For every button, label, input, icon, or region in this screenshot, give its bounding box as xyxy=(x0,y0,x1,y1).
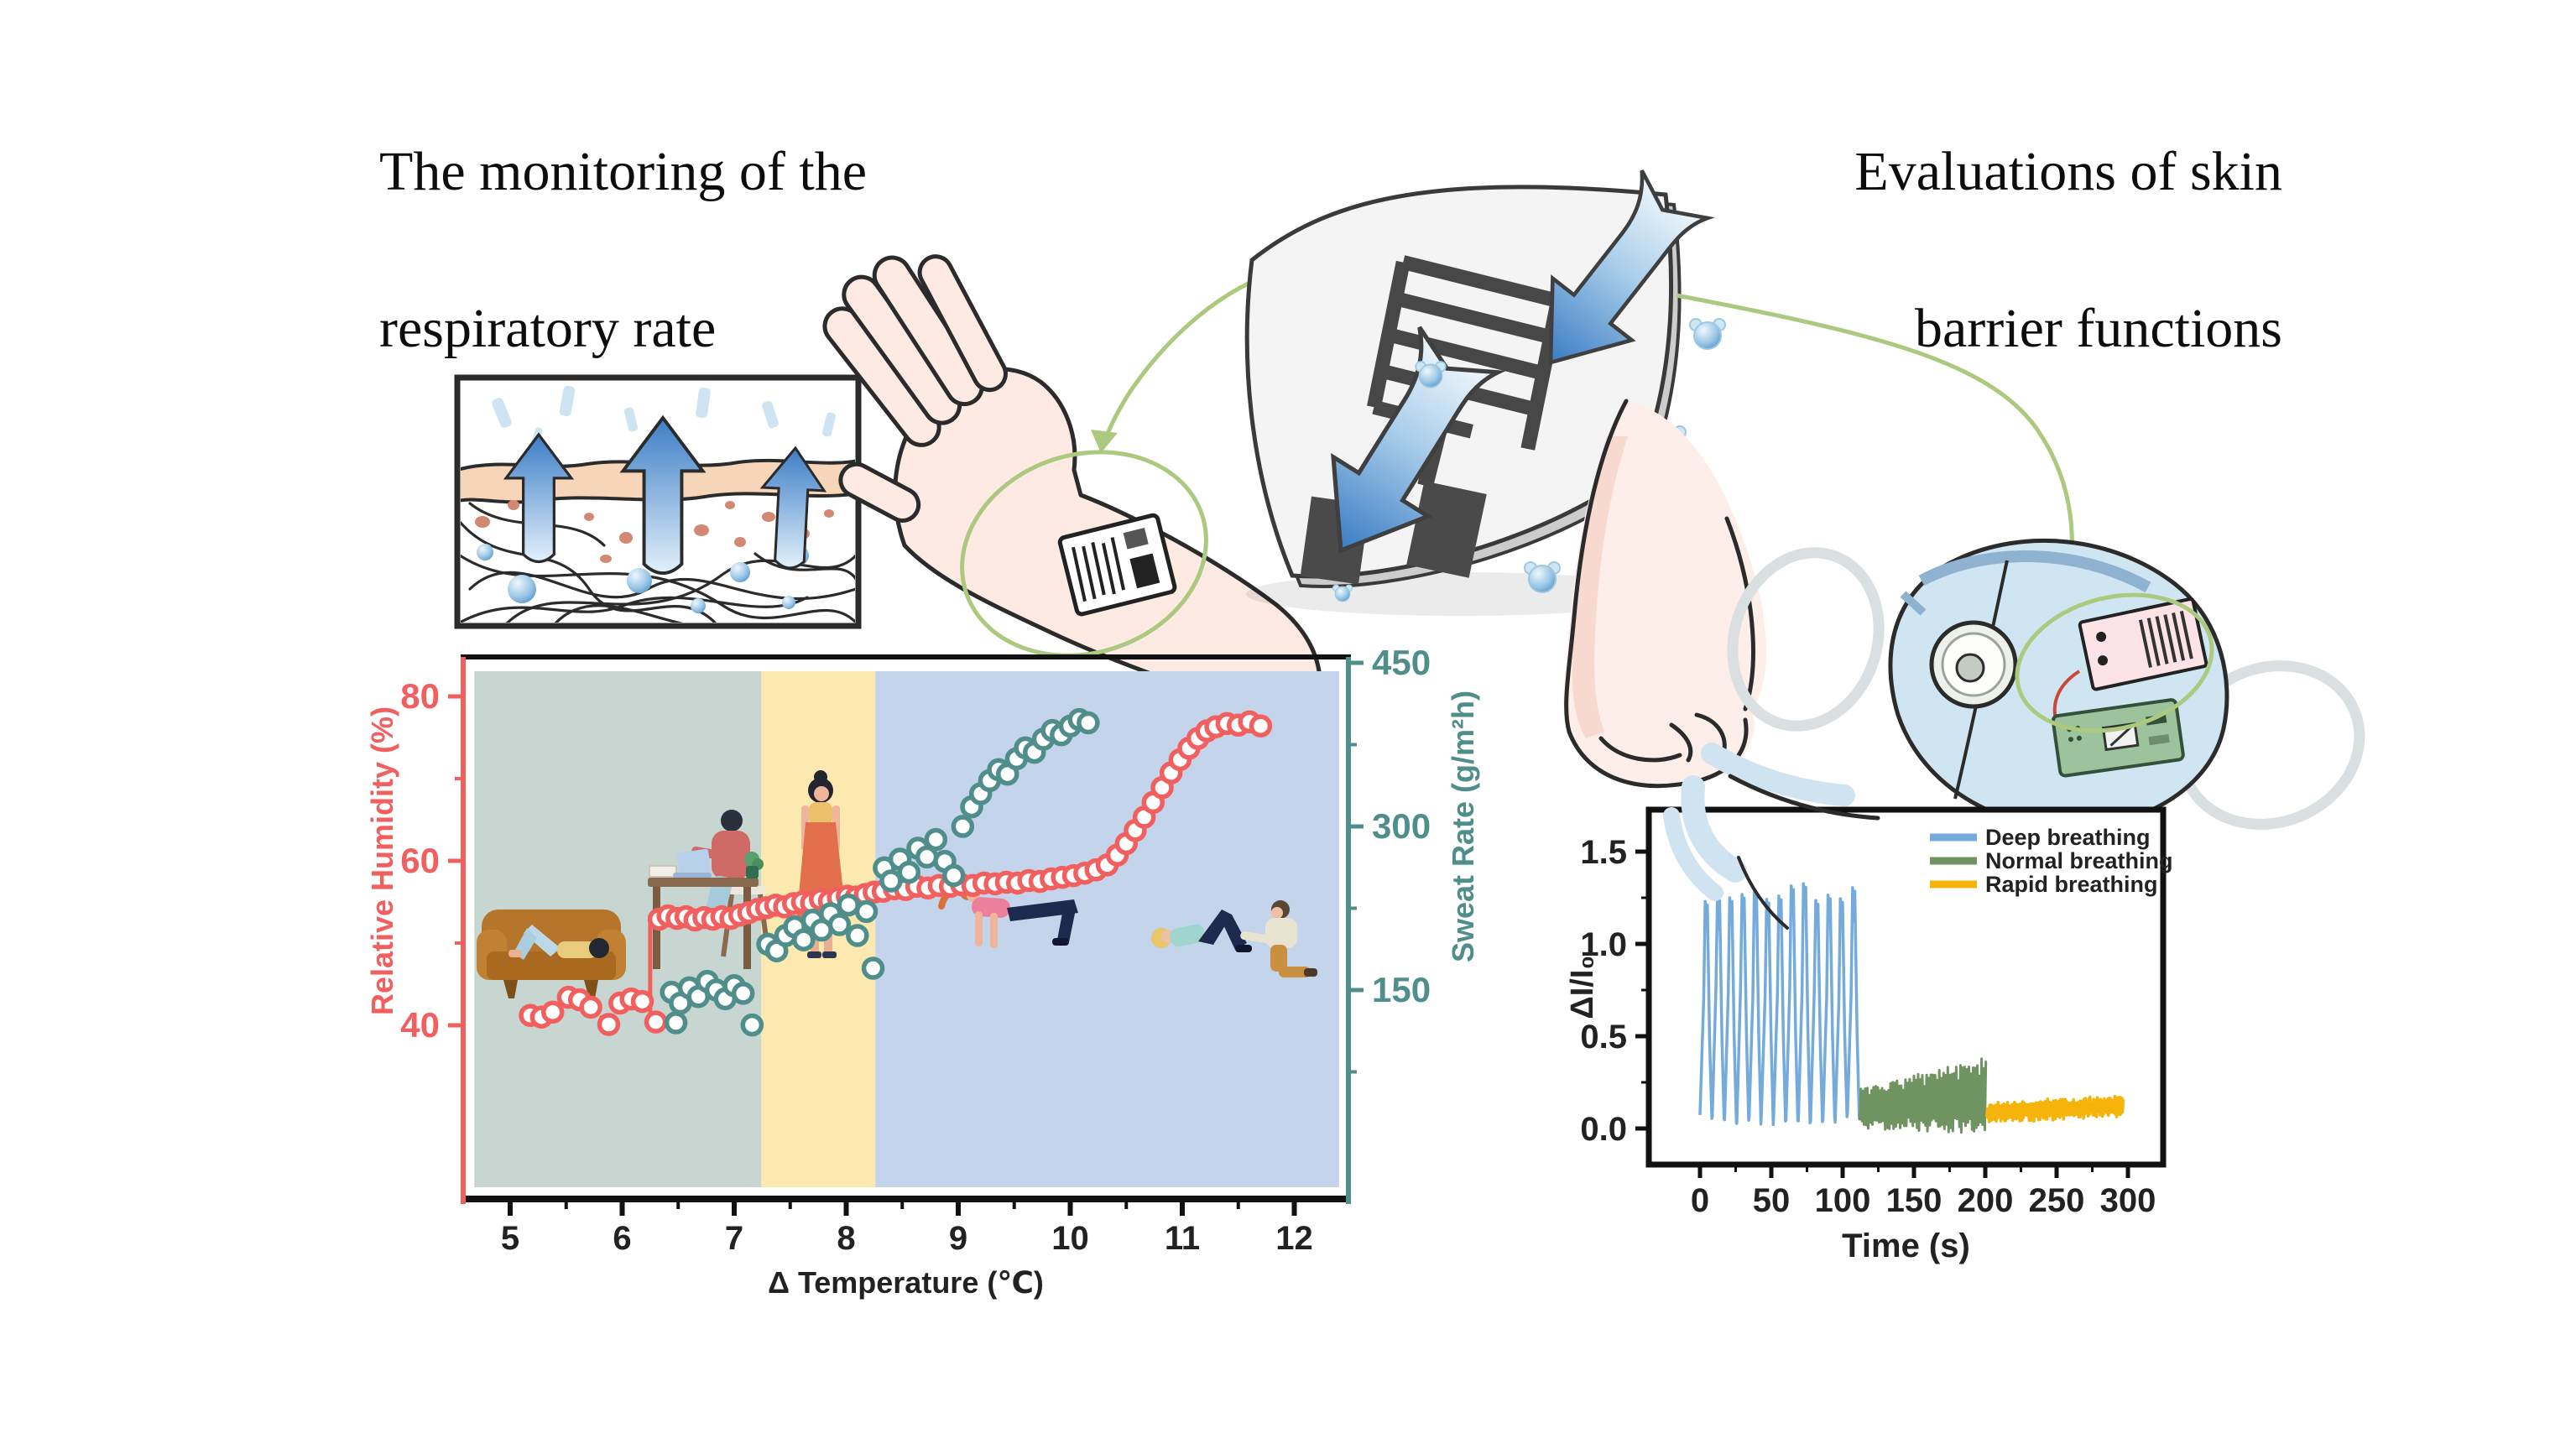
y-left-tick-label: 40 xyxy=(400,1005,440,1045)
signal-tick-label: 1.0 xyxy=(1580,926,1627,963)
data-point-sweat xyxy=(879,869,903,893)
data-point-sweat xyxy=(897,860,921,884)
highlight-ellipse-mask xyxy=(2015,592,2214,733)
signal-tick-label: 1.5 xyxy=(1580,834,1627,871)
data-point-sweat xyxy=(664,1011,688,1035)
x-tick-label: 12 xyxy=(1275,1220,1313,1257)
data-point-sweat xyxy=(861,956,885,980)
skin-cross-section-illustration xyxy=(454,374,862,629)
humidity-sweat-chart: 5 6 7 8 9 10 11 12 Δ Temperature (℃) 40 60 80Relati… xyxy=(365,643,1480,1300)
data-point-humidity xyxy=(1249,714,1273,738)
collagen-fibers xyxy=(461,502,855,623)
couch-person-illustration xyxy=(477,910,626,998)
data-point-humidity xyxy=(644,1010,668,1034)
title-right-line1: Evaluations of skin xyxy=(1854,141,2282,202)
legend-label: Rapid breathing xyxy=(1985,872,2158,897)
x-axis-label: Δ Temperature (℃) xyxy=(768,1265,1044,1300)
water-molecule-icon xyxy=(1689,318,1726,350)
data-point-sweat xyxy=(731,982,755,1005)
forearm-with-sensor-illustration xyxy=(822,254,1322,728)
time-tick-label: 100 xyxy=(1815,1182,1871,1219)
data-point-sweat xyxy=(941,863,966,888)
data-point-sweat xyxy=(792,928,816,951)
time-tick-label: 300 xyxy=(2100,1182,2156,1219)
signal-trace-deep xyxy=(1698,882,1862,1127)
data-point-humidity xyxy=(597,1013,621,1036)
chart-activity-illustrations xyxy=(477,770,1317,998)
data-point-sweat xyxy=(924,827,948,852)
x-tick-label: 10 xyxy=(1051,1220,1089,1257)
exhalation-valve xyxy=(1929,620,2018,709)
data-point-sweat xyxy=(740,1013,764,1037)
nose-strip xyxy=(1918,550,2151,593)
title-left-line2: respiratory rate xyxy=(379,298,717,360)
data-point-sweat xyxy=(846,924,869,947)
time-tick-label: 150 xyxy=(1886,1182,1942,1219)
data-point-humidity xyxy=(540,1000,565,1024)
title-respiratory-monitoring: The monitoring of the respiratory rate xyxy=(379,133,867,368)
data-point-sweat xyxy=(1077,711,1100,735)
breathing-signal-chart: 0 50 100 150 200 250 300 Time (s) 0.0 0.5 1.0 1.5 ΔI… xyxy=(1565,806,2173,1264)
legend-label: Normal breathing xyxy=(1985,848,2173,873)
time-axis-label: Time (s) xyxy=(1842,1227,1970,1264)
y-left-tick-label: 80 xyxy=(400,676,440,716)
data-point-sweat xyxy=(854,899,879,924)
time-tick-label: 250 xyxy=(2029,1182,2085,1219)
nose-strip-notch xyxy=(1900,591,1927,616)
y-right-axis-label: Sweat Rate (g/m²h) xyxy=(1446,691,1480,962)
connector-sheet-to-arm xyxy=(960,268,1285,658)
legend-label: Deep breathing xyxy=(1985,825,2151,850)
situp-pair-illustration xyxy=(1151,900,1317,977)
y-left-axis-label: Relative Humidity (%) xyxy=(365,706,399,1015)
title-right-line2: barrier functions xyxy=(1915,298,2282,360)
y-left-tick-label: 60 xyxy=(400,841,440,880)
nose-shading xyxy=(1572,436,1628,738)
fingers xyxy=(822,254,1008,523)
y-right-tick-label: 450 xyxy=(1372,643,1431,682)
time-tick-label: 0 xyxy=(1691,1182,1709,1219)
highlight-ellipse-wrist xyxy=(960,450,1208,658)
signal-tick-label: 0.5 xyxy=(1580,1019,1627,1055)
activity-zone xyxy=(875,671,1339,1187)
nose-illustration xyxy=(1563,399,1767,789)
time-tick-label: 200 xyxy=(1958,1182,2014,1219)
y-right-tick-label: 300 xyxy=(1372,806,1431,846)
x-tick-label: 5 xyxy=(501,1220,519,1257)
signal-axis-label: ΔI/I₀ xyxy=(1565,955,1600,1019)
x-tick-label: 11 xyxy=(1165,1220,1200,1257)
x-tick-label: 9 xyxy=(949,1220,967,1257)
ear-strap-left xyxy=(1727,547,1885,732)
data-point-sweat xyxy=(951,815,975,838)
title-skin-barrier: Evaluations of skin barrier functions xyxy=(1645,133,2282,368)
signal-trace-normal xyxy=(1858,1057,1988,1134)
data-point-sweat xyxy=(827,913,852,936)
data-point-humidity xyxy=(630,989,654,1014)
x-tick-label: 6 xyxy=(613,1220,631,1257)
data-point-humidity xyxy=(579,995,602,1019)
title-left-line1: The monitoring of the xyxy=(379,141,868,202)
breath-swoosh xyxy=(1663,743,1880,930)
contact-pad-right xyxy=(1406,481,1487,578)
signal-tick-label: 0.0 xyxy=(1580,1111,1627,1148)
x-tick-label: 7 xyxy=(725,1220,743,1257)
x-tick-label: 8 xyxy=(837,1220,855,1257)
signal-trace-rapid xyxy=(1984,1094,2125,1123)
respirator-mask-illustration xyxy=(1727,538,2365,831)
y-right-tick-label: 150 xyxy=(1372,970,1431,1009)
wrist-sensor-patch xyxy=(1057,513,1177,617)
mask-sensor-patch xyxy=(2078,597,2208,691)
sweat-sensor-sheet-illustration xyxy=(1244,166,1726,616)
time-tick-label: 50 xyxy=(1753,1182,1791,1219)
